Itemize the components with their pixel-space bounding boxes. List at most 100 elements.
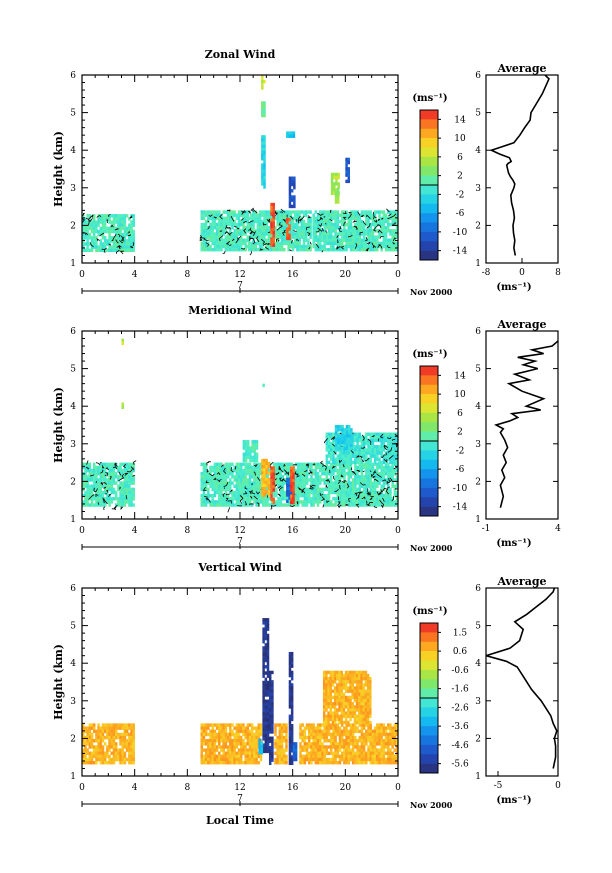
data-cell — [265, 229, 268, 233]
data-cell — [218, 478, 221, 482]
data-cell — [327, 487, 331, 492]
data-cell — [240, 745, 243, 749]
data-cell — [101, 739, 105, 743]
data-cell — [293, 222, 297, 227]
data-cell — [395, 232, 398, 236]
data-cell — [132, 465, 135, 470]
data-cell — [351, 438, 355, 443]
data-cell — [371, 751, 375, 755]
data-cell — [290, 475, 293, 480]
data-cell — [88, 232, 92, 237]
data-cell — [121, 500, 124, 504]
data-cell — [255, 472, 258, 476]
data-cell — [267, 235, 271, 239]
data-cell — [95, 223, 98, 227]
data-cell — [263, 241, 266, 246]
data-cell — [265, 480, 268, 485]
data-cell — [253, 739, 256, 743]
data-cell — [365, 244, 368, 249]
data-cell — [316, 500, 320, 504]
data-cell — [121, 338, 124, 342]
data-cell — [338, 493, 342, 498]
data-cell — [298, 216, 301, 221]
data-cell — [336, 478, 340, 482]
data-cell — [224, 244, 228, 249]
data-cell — [321, 232, 324, 236]
data-cell — [380, 468, 383, 473]
data-cell — [371, 757, 375, 762]
data-cell — [108, 465, 111, 470]
data-cell — [303, 472, 307, 476]
data-cell — [286, 499, 289, 503]
data-cell — [84, 503, 87, 507]
data-cell — [112, 475, 116, 479]
data-cell — [125, 475, 129, 479]
data-cell — [384, 490, 388, 495]
data-cell — [382, 745, 386, 749]
data-cell — [246, 726, 250, 730]
data-cell — [354, 745, 357, 749]
data-cell — [299, 732, 302, 737]
data-cell — [393, 723, 397, 727]
data-cell — [395, 435, 398, 440]
data-cell — [365, 441, 368, 446]
data-cell — [373, 751, 377, 755]
data-cell — [350, 434, 353, 438]
data-cell — [358, 216, 361, 221]
data-cell — [332, 445, 335, 449]
data-cell — [391, 457, 394, 462]
data-cell — [224, 229, 228, 233]
data-cell — [95, 478, 98, 482]
data-cell — [202, 210, 206, 214]
data-cell — [312, 742, 315, 746]
data-cell — [246, 219, 250, 224]
data-cell — [336, 468, 340, 473]
x-tick-label: 0 — [395, 270, 401, 280]
data-cell — [297, 468, 300, 473]
data-cell — [333, 188, 336, 192]
data-cell — [211, 219, 214, 224]
data-cell — [279, 490, 282, 495]
data-cell — [101, 500, 105, 504]
data-cell — [267, 493, 271, 497]
data-cell — [237, 472, 241, 476]
data-cell — [365, 241, 368, 246]
data-cell — [280, 216, 284, 221]
data-cell — [314, 497, 318, 501]
data-cell — [200, 735, 203, 740]
data-cell — [323, 745, 326, 749]
data-cell — [84, 748, 87, 752]
data-cell — [387, 484, 390, 488]
data-cell — [365, 229, 368, 233]
data-cell — [391, 241, 394, 246]
data-cell — [343, 226, 346, 230]
data-cell — [334, 425, 338, 429]
data-cell — [349, 493, 353, 498]
data-cell — [373, 490, 377, 495]
data-cell — [334, 457, 337, 462]
data-cell — [258, 238, 262, 242]
data-cell — [84, 735, 87, 740]
data-cell — [235, 490, 239, 495]
data-region — [82, 212, 135, 255]
data-cell — [393, 739, 397, 743]
data-cell — [290, 490, 293, 494]
data-cell — [327, 238, 331, 242]
data-cell — [257, 497, 261, 501]
data-cell — [300, 247, 304, 252]
data-cell — [316, 222, 320, 227]
data-cell — [132, 248, 135, 253]
data-cell — [86, 500, 89, 504]
data-cell — [343, 462, 346, 467]
data-cell — [332, 241, 335, 246]
data-cell — [362, 732, 366, 737]
data-cell — [299, 754, 302, 759]
data-cell — [301, 503, 304, 507]
data-cell — [347, 431, 351, 435]
data-cell — [117, 229, 120, 234]
data-cell — [319, 490, 322, 495]
data-cell — [354, 213, 357, 217]
data-cell — [289, 232, 293, 236]
data-cell — [281, 497, 285, 501]
data-cell — [356, 745, 359, 749]
